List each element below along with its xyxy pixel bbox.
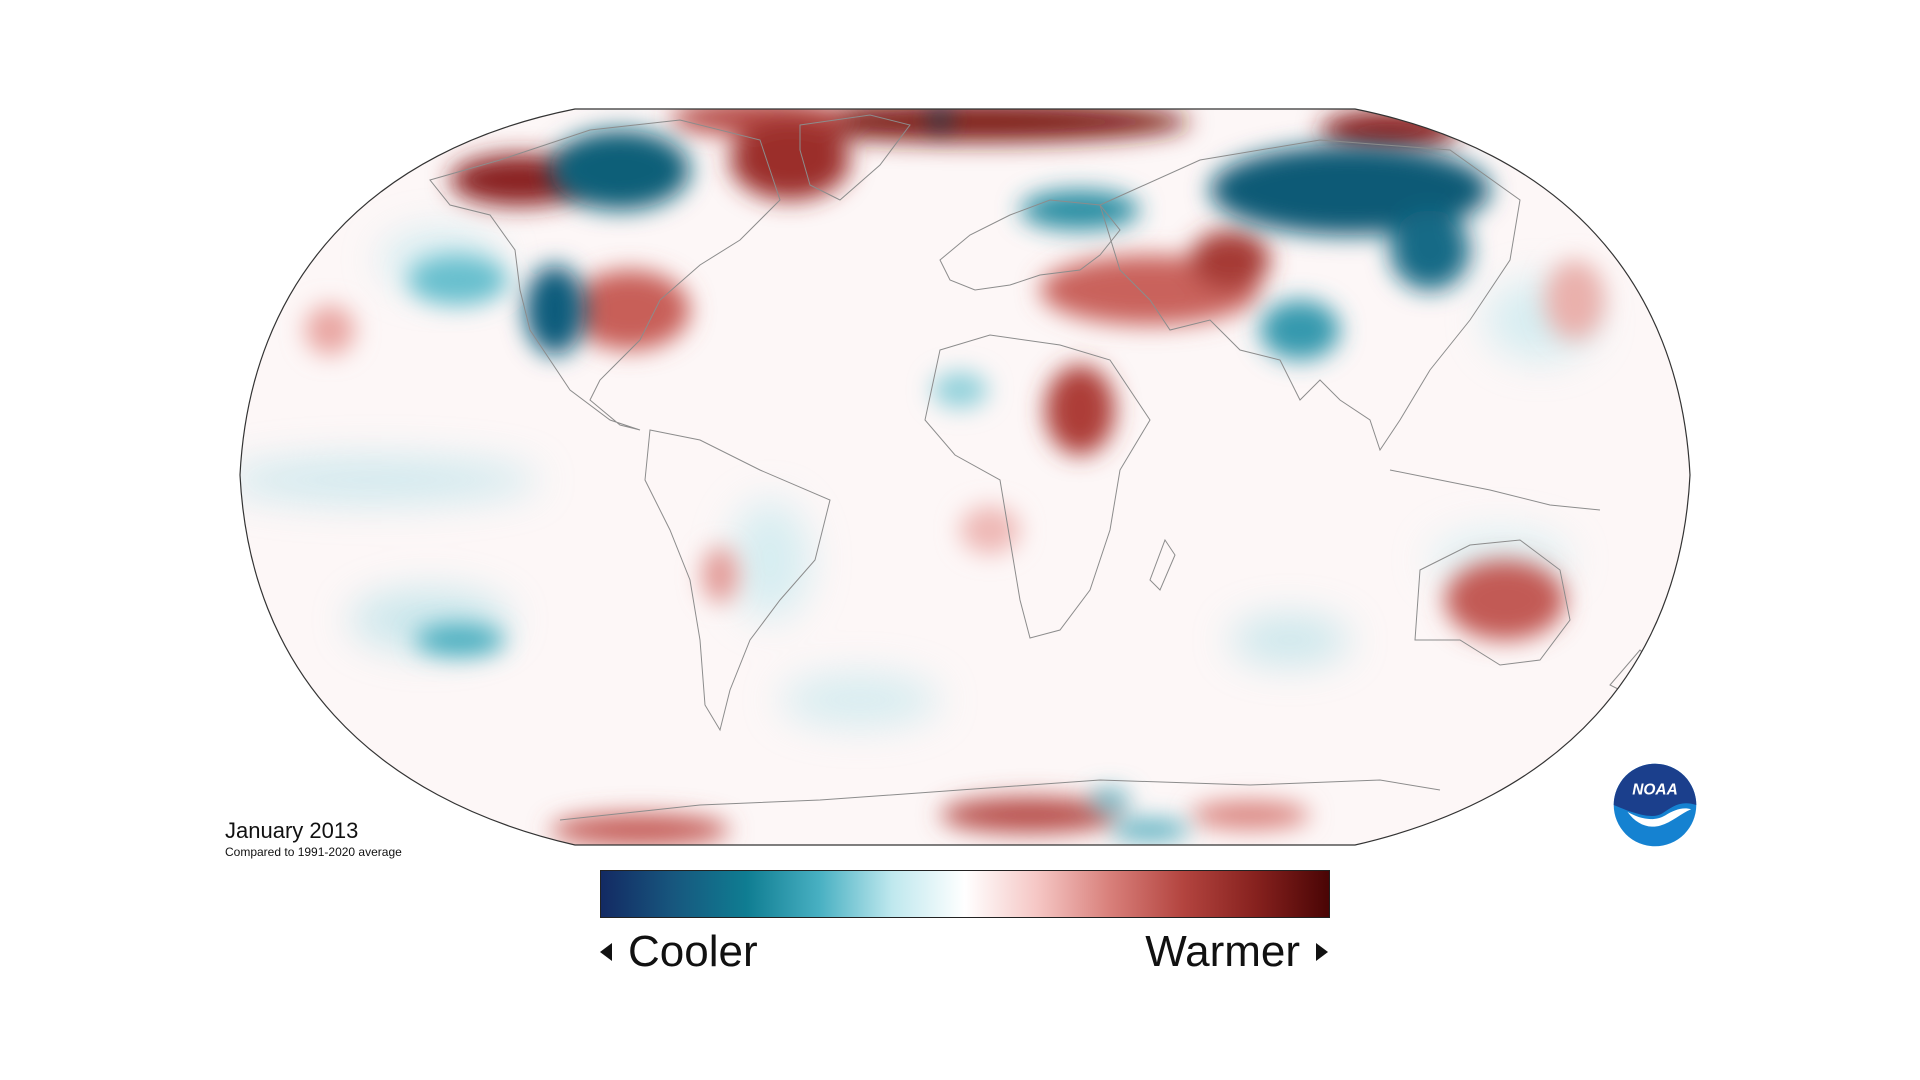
map-caption: January 2013 Compared to 1991-2020 avera… bbox=[225, 818, 402, 860]
legend-cooler: Cooler bbox=[600, 924, 758, 980]
legend-warmer: Warmer bbox=[1145, 924, 1328, 980]
noaa-logo-text: NOAA bbox=[1632, 782, 1678, 799]
cooler-label: Cooler bbox=[628, 927, 758, 976]
map-subtitle: Compared to 1991-2020 average bbox=[225, 845, 402, 859]
map-border bbox=[239, 108, 1691, 846]
color-scale-bar bbox=[600, 870, 1330, 918]
map-title: January 2013 bbox=[225, 818, 359, 843]
noaa-logo-icon: NOAA bbox=[1613, 763, 1697, 847]
arrow-left-icon bbox=[600, 943, 612, 961]
warmer-label: Warmer bbox=[1145, 927, 1300, 976]
arrow-right-icon bbox=[1316, 943, 1328, 961]
